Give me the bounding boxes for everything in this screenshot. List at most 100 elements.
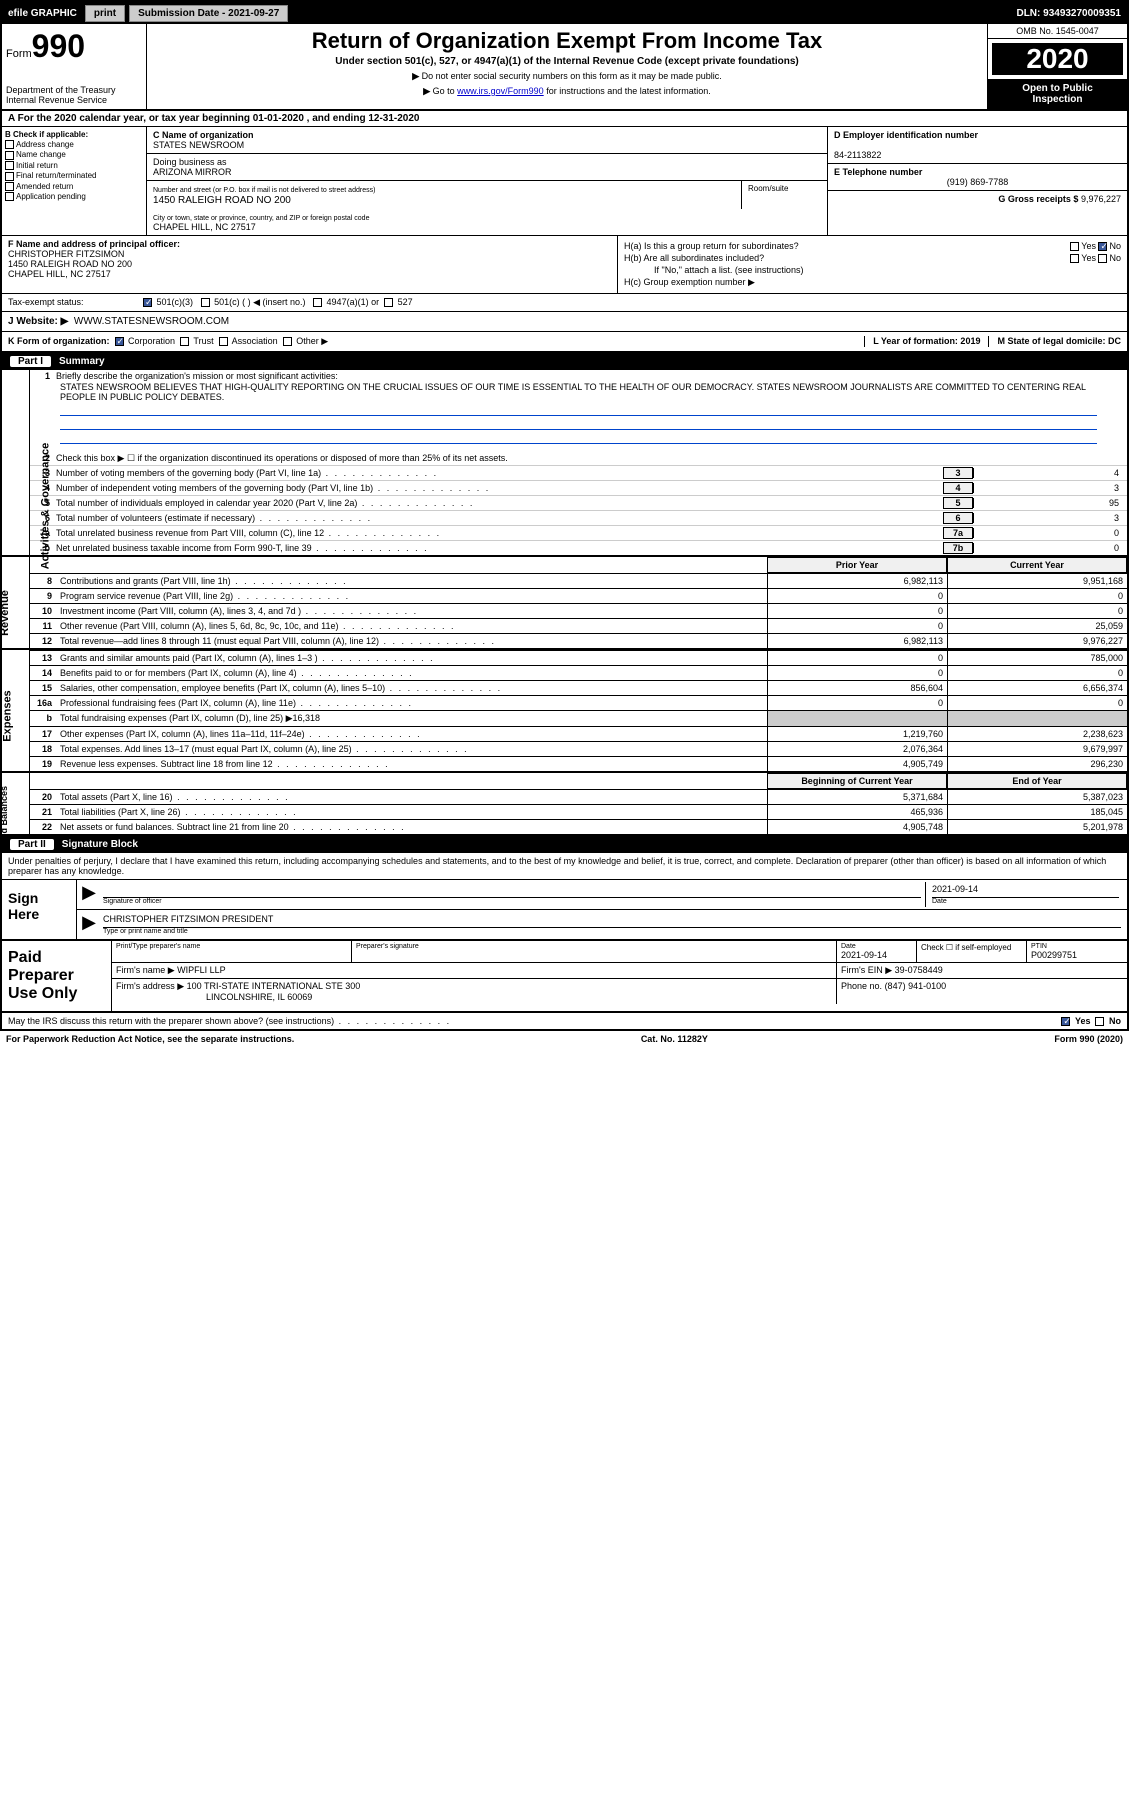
hb-no-checkbox[interactable] [1098, 254, 1107, 263]
beginning-year-header: Beginning of Current Year [767, 773, 947, 789]
address-change-checkbox[interactable] [5, 140, 14, 149]
mission-blank-line [60, 402, 1097, 416]
prior-value: 0 [767, 604, 947, 618]
other-checkbox[interactable] [283, 337, 292, 346]
discuss-label: May the IRS discuss this return with the… [8, 1016, 334, 1026]
line-value: 3 [973, 513, 1123, 523]
application-pending-checkbox[interactable] [5, 192, 14, 201]
trust-checkbox[interactable] [180, 337, 189, 346]
501c3-checkbox[interactable] [143, 298, 152, 307]
hb-yes-checkbox[interactable] [1070, 254, 1079, 263]
table-row: Number of voting members of the governin… [56, 468, 943, 478]
tax-year: 2020 [990, 41, 1125, 77]
form-note2: ▶ Go to www.irs.gov/Form990 for instruct… [151, 86, 983, 97]
firm-ein: 39-0758449 [895, 965, 943, 975]
gross-receipts-value: 9,976,227 [1081, 194, 1121, 204]
line-number: 6 [943, 512, 973, 524]
end-year-header: End of Year [947, 773, 1127, 789]
efile-label: efile GRAPHIC [2, 6, 83, 21]
part2-name: Signature Block [62, 839, 138, 850]
gross-receipts-label: G Gross receipts $ [998, 194, 1078, 204]
officer-label: F Name and address of principal officer: [8, 239, 180, 249]
officer-label: Type or print name and title [103, 928, 1121, 935]
assoc-checkbox[interactable] [219, 337, 228, 346]
prior-value: 6,982,113 [767, 634, 947, 648]
submission-date: Submission Date - 2021-09-27 [129, 5, 288, 22]
room-label: Room/suite [742, 181, 827, 209]
firm-name-label: Firm's name ▶ [116, 965, 175, 975]
beginning-value: 4,905,748 [767, 820, 947, 834]
final-return-checkbox[interactable] [5, 172, 14, 181]
name-change-checkbox[interactable] [5, 151, 14, 160]
tax-status-row: Tax-exempt status: 501(c)(3) 501(c) ( ) … [2, 294, 1127, 312]
4947-checkbox[interactable] [313, 298, 322, 307]
ha-no-checkbox[interactable] [1098, 242, 1107, 251]
beginning-value: 465,936 [767, 805, 947, 819]
prior-value: 4,905,749 [767, 757, 947, 771]
current-value: 296,230 [947, 757, 1127, 771]
ein-value: 84-2113822 [834, 150, 881, 160]
officer-name-field: CHRISTOPHER FITZSIMON PRESIDENT [103, 914, 1121, 928]
table-row: Total liabilities (Part X, line 26) [58, 805, 767, 819]
org-name: STATES NEWSROOM [153, 140, 244, 150]
line-number: 5 [943, 497, 973, 509]
officer-addr2: CHAPEL HILL, NC 27517 [8, 269, 111, 279]
initial-return-checkbox[interactable] [5, 161, 14, 170]
current-value: 0 [947, 666, 1127, 680]
part2-header: Part II Signature Block [2, 836, 1127, 853]
table-row: Total number of volunteers (estimate if … [56, 513, 943, 523]
arrow-icon: ▶ [79, 912, 99, 937]
hb-label: H(b) Are all subordinates included? [624, 253, 1070, 263]
table-row: Professional fundraising fees (Part IX, … [58, 696, 767, 710]
ptin-value: P00299751 [1031, 950, 1077, 960]
net-assets-label: Net Assets orFund Balances [2, 773, 30, 834]
table-row: Net unrelated business taxable income fr… [56, 543, 943, 553]
line-value: 3 [973, 483, 1123, 493]
paperwork-notice: For Paperwork Reduction Act Notice, see … [6, 1034, 294, 1044]
inspection-label: Open to PublicInspection [988, 79, 1127, 109]
section-c: C Name of organizationSTATES NEWSROOM Do… [147, 127, 827, 235]
501c-checkbox[interactable] [201, 298, 210, 307]
table-row: Revenue less expenses. Subtract line 18 … [58, 757, 767, 771]
table-row: Grants and similar amounts paid (Part IX… [58, 651, 767, 665]
current-value [947, 711, 1127, 726]
current-year-header: Current Year [947, 557, 1127, 573]
table-row: Other revenue (Part VIII, column (A), li… [58, 619, 767, 633]
signature-label: Signature of officer [103, 898, 921, 905]
addr-label: Number and street (or P.O. box if mail i… [153, 187, 375, 194]
line-value: 95 [973, 498, 1123, 508]
revenue-label: Revenue [2, 557, 30, 648]
signature-field[interactable] [103, 884, 921, 898]
paid-preparer-label: Paid Preparer Use Only [2, 941, 112, 1011]
prior-value: 856,604 [767, 681, 947, 695]
ha-yes-checkbox[interactable] [1070, 242, 1079, 251]
section-h: H(a) Is this a group return for subordin… [617, 236, 1127, 293]
line1-label: Briefly describe the organization's miss… [56, 371, 1123, 381]
part1-label: Part I [10, 356, 51, 367]
print-button[interactable]: print [85, 5, 125, 22]
line-number: 7a [943, 527, 973, 539]
prior-year-header: Prior Year [767, 557, 947, 573]
mission-blank-line [60, 416, 1097, 430]
current-value: 9,976,227 [947, 634, 1127, 648]
corp-checkbox[interactable] [115, 337, 124, 346]
discuss-no-checkbox[interactable] [1095, 1017, 1104, 1026]
amended-return-checkbox[interactable] [5, 182, 14, 191]
prior-value: 0 [767, 666, 947, 680]
table-row: Program service revenue (Part VIII, line… [58, 589, 767, 603]
prior-value: 0 [767, 651, 947, 665]
discuss-yes-checkbox[interactable] [1061, 1017, 1070, 1026]
hc-label: H(c) Group exemption number ▶ [624, 277, 1121, 288]
check-if-label: B Check if applicable: [5, 130, 143, 139]
current-value: 9,679,997 [947, 742, 1127, 756]
table-row: Investment income (Part VIII, column (A)… [58, 604, 767, 618]
discuss-row: May the IRS discuss this return with the… [2, 1013, 1127, 1029]
prior-value: 2,076,364 [767, 742, 947, 756]
527-checkbox[interactable] [384, 298, 393, 307]
omb-number: OMB No. 1545-0047 [988, 24, 1127, 39]
section-b: B Check if applicable: Address change Na… [2, 127, 147, 235]
table-row: Other expenses (Part IX, column (A), lin… [58, 727, 767, 741]
table-row: Total revenue—add lines 8 through 11 (mu… [58, 634, 767, 648]
irs-link[interactable]: www.irs.gov/Form990 [457, 86, 544, 96]
arrow-icon: ▶ [79, 882, 99, 907]
